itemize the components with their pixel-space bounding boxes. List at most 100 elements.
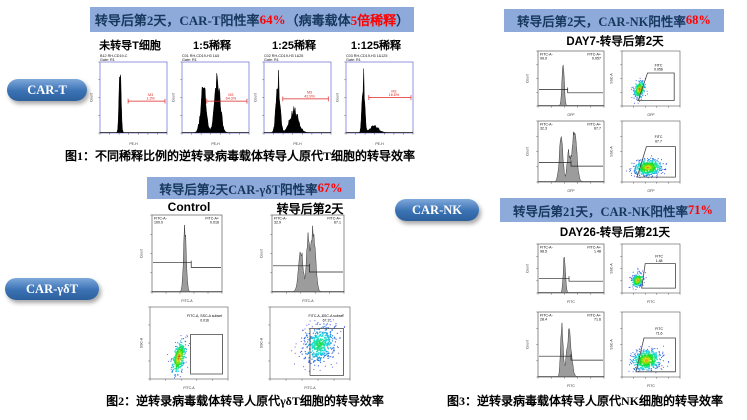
svg-text:PE-H: PE-H <box>375 142 384 146</box>
svg-text:FITC-A: FITC-A <box>183 386 195 390</box>
svg-text:SSC-A: SSC-A <box>260 337 264 348</box>
fig1-plot-1-5: C01 RH-CD19-H3 1&5 Gate: R1 M3 64.3% Count PE… <box>170 52 254 146</box>
svg-text:0.057: 0.057 <box>592 57 601 61</box>
svg-text:FITC: FITC <box>567 384 575 388</box>
svg-text:Count: Count <box>172 93 176 102</box>
fig3-day7-header: DAY7-转导后第2天 <box>566 36 664 48</box>
svg-text:B12 RH-CD19-C: B12 RH-CD19-C <box>100 54 128 58</box>
svg-text:Count: Count <box>526 74 530 83</box>
title-segment: 71% <box>688 202 713 217</box>
title-segment: 5倍稀释 <box>350 13 397 28</box>
fig2-scatter-day2: FITC-A, SSC-A subset 67.3 SSC-A FITC-A <box>258 302 356 390</box>
title-segment: 转导后第21天，CAR-NK阳性率 <box>513 204 688 219</box>
svg-text:1.3%: 1.3% <box>146 97 155 101</box>
svg-text:FITC: FITC <box>655 135 663 139</box>
svg-text:M3: M3 <box>307 91 312 95</box>
fig1-plot-1-25: C02 RH-CD19-H3 1&25 Gate: R1 M3 42.9% Count P… <box>252 52 336 146</box>
fig3-day26-title-bar: 转导后第21天，CAR-NK阳性率 71% <box>500 198 726 222</box>
svg-text:28.4: 28.4 <box>540 318 547 322</box>
svg-text:M3: M3 <box>148 93 153 97</box>
fig2-caption: 图2：逆转录病毒载体转导人原代γδT细胞的转导效率 <box>106 394 384 408</box>
svg-text:71.6: 71.6 <box>656 332 663 336</box>
svg-text:C03 RH-CD19-H3 1&125: C03 RH-CD19-H3 1&125 <box>346 54 387 58</box>
fig3-day7-scatter-neg: FITC 0.056 SSC-A GFP <box>608 47 692 117</box>
svg-text:SSC-A: SSC-A <box>610 146 614 157</box>
svg-text:Count: Count <box>526 340 530 349</box>
title-segment: 67% <box>317 180 343 195</box>
fig3-day7-hist-neg: FITC-A- 99.9 FITC-A+ 0.057 Count GFP <box>524 47 616 117</box>
svg-text:FITC: FITC <box>655 63 663 67</box>
title-segment: 转导后第2天，CAR-NK阳性率 <box>517 15 686 29</box>
svg-text:FITC: FITC <box>655 255 663 259</box>
svg-text:FITC-A: FITC-A <box>302 299 314 303</box>
svg-text:1.48: 1.48 <box>594 250 601 254</box>
title-segment: 68% <box>685 13 711 27</box>
svg-text:Gate: R1: Gate: R1 <box>346 58 361 62</box>
svg-text:GFP: GFP <box>567 113 575 117</box>
svg-text:FITC-A+: FITC-A+ <box>587 122 601 126</box>
svg-text:FITC-A, SSC-A subset: FITC-A, SSC-A subset <box>308 314 343 318</box>
svg-text:98.5: 98.5 <box>540 250 547 254</box>
svg-text:FITC: FITC <box>567 300 575 304</box>
svg-text:67.1: 67.1 <box>334 221 341 225</box>
svg-text:C02 RH-CD19-H3 1&25: C02 RH-CD19-H3 1&25 <box>264 54 303 58</box>
svg-text:FITC-A, SSC-A subset: FITC-A, SSC-A subset <box>187 314 222 318</box>
svg-text:PE-H: PE-H <box>293 142 302 146</box>
fig1-caption: 图1：不同稀释比例的逆转录病毒载体转导人原代T细胞的转导效率 <box>64 149 415 163</box>
svg-text:32.3: 32.3 <box>540 127 547 131</box>
svg-text:32.9: 32.9 <box>274 221 281 225</box>
svg-text:FITC-A+: FITC-A+ <box>587 313 601 317</box>
svg-text:FITC-A-: FITC-A- <box>154 216 168 220</box>
fig3-day26-hist-neg: FITC-A- 98.5 FITC-A+ 1.48 Count FITC <box>524 240 616 304</box>
svg-text:0.056: 0.056 <box>654 68 663 72</box>
svg-text:Count: Count <box>526 147 530 156</box>
svg-text:99.9: 99.9 <box>540 57 547 61</box>
svg-text:67.7: 67.7 <box>655 139 662 143</box>
svg-text:16.6%: 16.6% <box>389 93 400 97</box>
svg-text:SSC-A: SSC-A <box>610 339 614 350</box>
fig2-column-header-control: Control <box>167 200 211 214</box>
svg-text:FITC-A: FITC-A <box>304 386 316 390</box>
svg-text:FITC-A-: FITC-A- <box>540 122 554 126</box>
svg-text:FITC-A+: FITC-A+ <box>205 216 219 220</box>
svg-text:FITC-A+: FITC-A+ <box>587 52 601 56</box>
fig2-scatter-control: FITC-A, SSC-A subset 0.016 SSC-A FITC-A <box>138 302 234 390</box>
fig1-column-header-3: 1:25稀释 <box>271 40 317 52</box>
fig2-hist-day2: FITC-A- 32.9 FITC-A+ 67.1 Count FITC-A <box>258 211 356 303</box>
fig3-day7-hist-pos: FITC-A- 32.3 FITC-A+ 67.7 Count GFP <box>524 117 616 193</box>
svg-text:GFP: GFP <box>567 189 575 193</box>
svg-text:PE-H: PE-H <box>129 142 138 146</box>
svg-text:0.016: 0.016 <box>200 318 209 322</box>
fig3-day26-scatter-neg: FITC 1.48 SSC-A FITC <box>608 240 692 304</box>
fig3-day26-hist-pos: FITC-A- 28.4 FITC-A+ 71.6 Count FITC <box>524 308 616 388</box>
svg-text:Count: Count <box>260 249 264 258</box>
svg-text:FITC-A: FITC-A <box>181 299 193 303</box>
svg-text:Count: Count <box>526 264 530 273</box>
svg-text:100.0: 100.0 <box>154 221 163 225</box>
fig3-day7-scatter-pos: FITC 67.7 SSC-A GFP <box>608 117 692 193</box>
svg-text:Count: Count <box>140 249 144 258</box>
title-segment: 64% <box>259 11 286 27</box>
svg-text:Count: Count <box>254 93 258 102</box>
svg-text:GFP: GFP <box>647 113 655 117</box>
svg-text:Gate: R1: Gate: R1 <box>264 58 279 62</box>
svg-text:M3: M3 <box>391 89 396 93</box>
svg-text:42.9%: 42.9% <box>304 94 315 98</box>
fig3-day7-title-bar: 转导后第2天，CAR-NK阳性率 68% <box>504 9 724 32</box>
svg-text:SSC-A: SSC-A <box>140 337 144 348</box>
svg-text:Count: Count <box>336 93 340 102</box>
svg-text:M3: M3 <box>228 93 233 97</box>
fig3-caption: 图3：逆转录病毒载体转导人原代NK细胞的转导效率 <box>446 394 723 408</box>
svg-text:0.016: 0.016 <box>210 221 219 225</box>
svg-text:64.3%: 64.3% <box>226 97 237 101</box>
svg-text:FITC-A-: FITC-A- <box>540 52 554 56</box>
svg-text:FITC: FITC <box>655 327 663 331</box>
svg-text:FITC-A+: FITC-A+ <box>327 216 341 220</box>
svg-text:71.6: 71.6 <box>594 318 601 322</box>
svg-text:Gate: R1: Gate: R1 <box>100 58 115 62</box>
title-segment: 转导后第2天CAR-γδT阳性率 <box>159 182 318 197</box>
fig1-plot-1-125: C03 RH-CD19-H3 1&125 Gate: R1 M3 16.6% Count… <box>334 52 418 146</box>
fig2-hist-control: FITC-A- 100.0 FITC-A+ 0.016 Count FITC-A <box>138 211 234 303</box>
fig1-column-header-2: 1:5稀释 <box>193 40 231 52</box>
